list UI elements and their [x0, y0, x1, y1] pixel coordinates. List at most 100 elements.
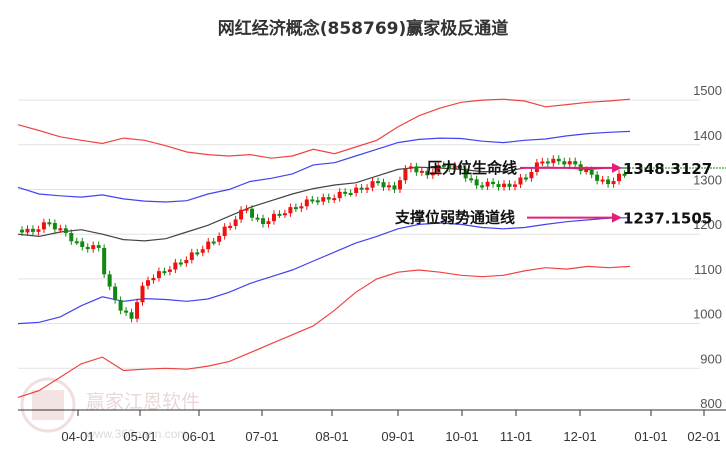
candle-body — [370, 181, 375, 188]
y-tick-label: 1500 — [693, 83, 722, 98]
candle-body — [304, 199, 309, 207]
x-tick-label: 05-01 — [123, 429, 156, 444]
candle-body — [184, 259, 189, 264]
candle-body — [239, 209, 244, 220]
candle-body — [206, 241, 211, 250]
candle-body — [606, 179, 611, 185]
candle-body — [315, 200, 320, 203]
candle-body — [354, 187, 359, 194]
x-tick-label: 08-01 — [315, 429, 348, 444]
candle-body — [326, 197, 331, 200]
candle-body — [441, 164, 446, 167]
candle-body — [518, 177, 523, 185]
candle-body — [52, 222, 57, 230]
candle-body — [47, 222, 52, 225]
candle-body — [332, 198, 337, 201]
candle-body — [589, 169, 594, 175]
candle-body — [469, 178, 474, 181]
y-tick-label: 1400 — [693, 128, 722, 143]
candle-body — [80, 241, 85, 247]
candle-body — [381, 182, 386, 188]
candle-body — [595, 174, 600, 181]
candle-body — [474, 179, 479, 186]
candle-body — [91, 245, 96, 250]
candle-body — [496, 184, 501, 188]
x-tick-label: 06-01 — [182, 429, 215, 444]
x-tick-label: 12-01 — [563, 429, 596, 444]
x-tick-label: 11-01 — [500, 429, 532, 444]
y-tick-label: 1100 — [694, 262, 722, 277]
y-tick-label: 900 — [700, 351, 722, 366]
candle-body — [392, 185, 397, 190]
channel-line-lower-red — [17, 265, 631, 398]
candle-body — [622, 173, 627, 176]
candle-body — [376, 181, 381, 184]
candle-body — [118, 300, 123, 311]
candle-body — [222, 226, 227, 236]
candle-body — [102, 247, 107, 275]
channel-line-upper-blue — [17, 130, 631, 203]
annotation-label: 压力位生命线 — [427, 159, 517, 177]
candle-body — [36, 229, 41, 232]
candle-body — [403, 168, 408, 181]
candle-body — [463, 168, 468, 179]
x-tick-label: 09-01 — [381, 429, 414, 444]
candle-body — [195, 252, 200, 255]
candle-body — [20, 229, 24, 233]
candle-body — [545, 161, 550, 164]
x-tick-label: 02-01 — [687, 429, 720, 444]
candle-body — [74, 241, 79, 244]
candle-body — [145, 280, 150, 286]
candle-body — [129, 312, 134, 319]
candle-body — [288, 207, 293, 214]
annotation-value: 1237.1505 — [623, 210, 712, 228]
candle-body — [600, 179, 605, 182]
candle-body — [556, 158, 561, 162]
candle-body — [436, 164, 441, 173]
candle-body — [551, 158, 556, 164]
y-tick-label: 800 — [700, 396, 722, 411]
candle-body — [512, 184, 517, 187]
candle-body — [359, 187, 364, 190]
candle-body — [611, 181, 616, 185]
x-tick-label: 10-01 — [445, 429, 478, 444]
candle-body — [211, 241, 216, 244]
candle-body — [25, 228, 30, 233]
candle-body — [480, 185, 485, 188]
candle-body — [447, 165, 452, 169]
watermark-brand: 赢家江恩软件 — [86, 391, 200, 413]
candle-body — [337, 191, 342, 199]
y-tick-label: 1200 — [693, 217, 722, 232]
watermark-url: www.360gann.com — [85, 427, 187, 441]
candle-body — [58, 228, 63, 231]
candle-body — [85, 246, 90, 250]
candle-body — [386, 185, 391, 188]
candle-body — [271, 213, 276, 222]
candle-body — [491, 181, 496, 185]
arrow-head-icon — [612, 212, 622, 223]
watermark-seal-box — [32, 390, 64, 420]
annotation-label: 支撑位弱势通道线 — [394, 209, 515, 227]
candle-body — [365, 187, 370, 190]
candle-body — [96, 245, 101, 248]
y-tick-label: 1000 — [693, 307, 722, 322]
candle-body — [419, 170, 424, 173]
channel-line-mid-black — [17, 166, 630, 242]
candle-body — [567, 161, 572, 165]
candle-body — [408, 166, 413, 169]
candle-body — [617, 173, 622, 182]
x-tick-label: 07-01 — [245, 429, 278, 444]
candle-body — [277, 213, 282, 216]
candle-body — [425, 170, 430, 176]
candle-body — [69, 232, 74, 242]
candle-body — [189, 252, 194, 260]
candle-body — [156, 271, 161, 278]
candle-body — [507, 183, 512, 187]
candle-body — [200, 249, 205, 253]
x-tick-label: 04-01 — [61, 429, 94, 444]
candle-body — [162, 271, 167, 274]
candle-body — [485, 181, 490, 187]
candle-body — [140, 285, 145, 303]
candle-body — [63, 228, 68, 233]
